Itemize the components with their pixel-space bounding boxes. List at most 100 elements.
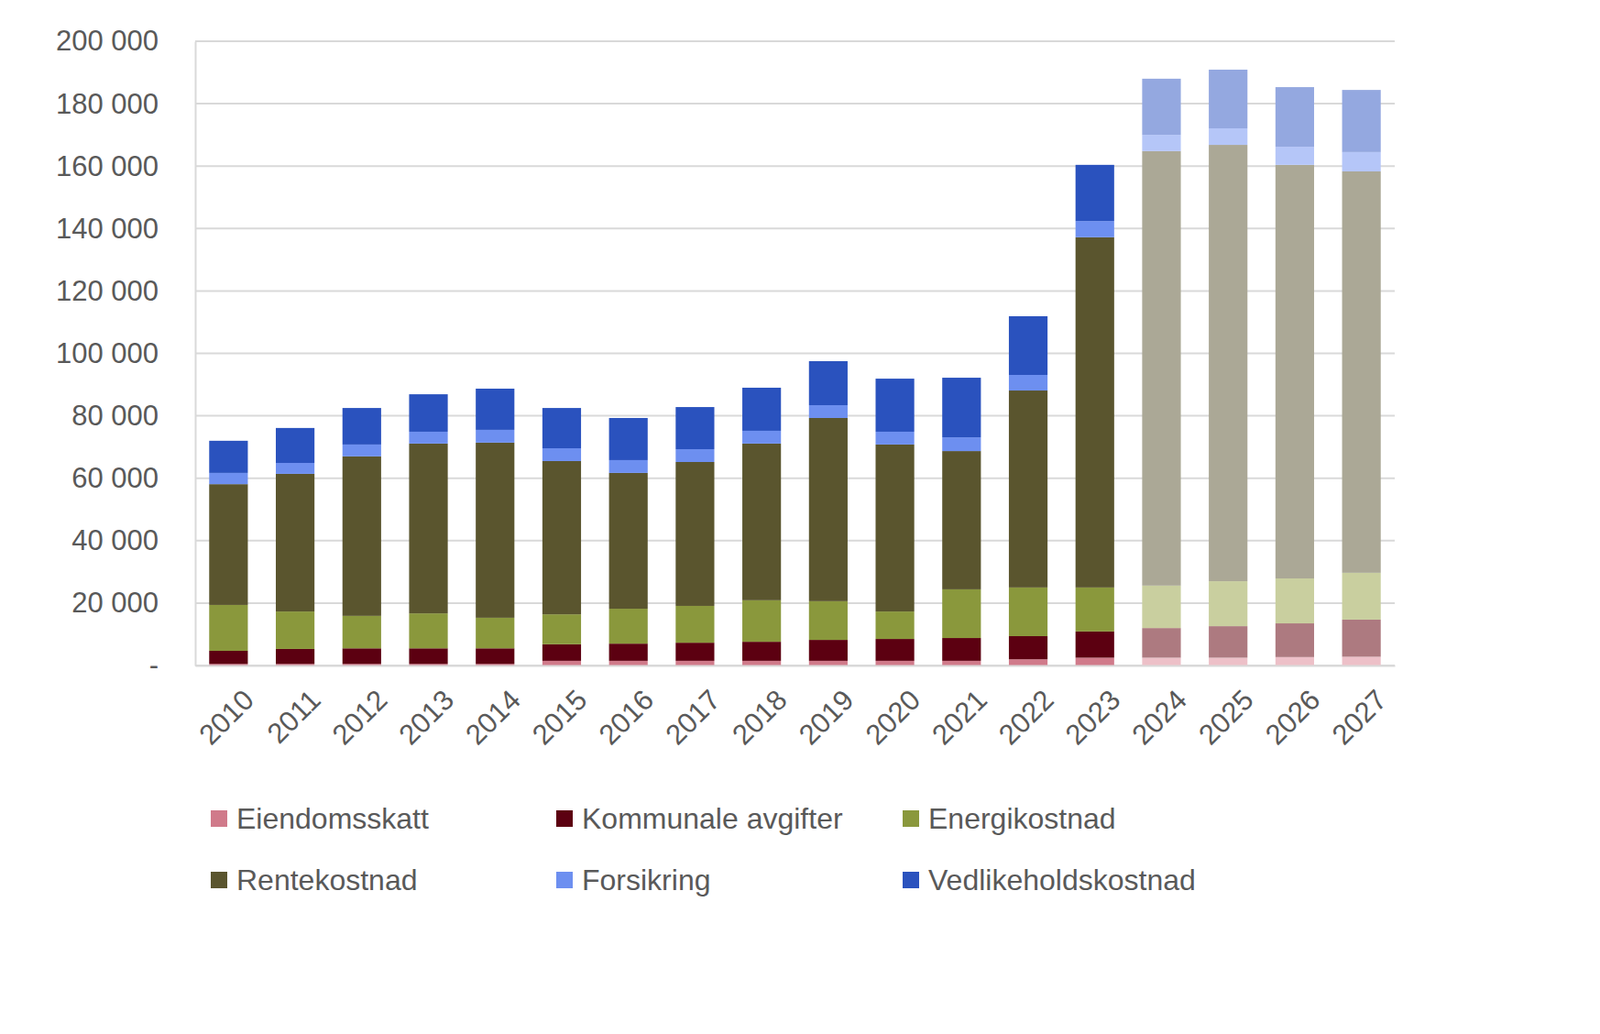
- x-tick-label: 2021: [925, 683, 994, 752]
- bar-segment: [942, 437, 981, 451]
- x-tick: 2020: [859, 665, 928, 751]
- bar-segment: [742, 387, 781, 431]
- x-tick: 2019: [792, 665, 861, 751]
- y-tick-label: 60 000: [71, 461, 159, 494]
- bar-segment: [542, 644, 581, 661]
- bar-segment: [875, 431, 914, 445]
- bar-segment: [475, 429, 515, 443]
- bar-segment: [342, 444, 382, 457]
- bar-segment: [1008, 635, 1048, 659]
- bar-segment: [1342, 656, 1381, 666]
- bar-segment: [275, 473, 315, 612]
- y-tick: 20 000: [71, 586, 196, 619]
- bar-segment: [875, 444, 914, 612]
- y-tick: 180 000: [55, 87, 196, 121]
- bar-segment: [875, 611, 914, 639]
- bar-segment: [675, 605, 714, 643]
- legend-swatch: [902, 871, 920, 888]
- x-tick-label: 2017: [658, 683, 727, 752]
- bar-segment: [208, 483, 248, 605]
- bar-segment: [1008, 587, 1048, 636]
- bar-segment: [1075, 631, 1115, 658]
- legend-swatch: [902, 810, 920, 827]
- x-tick-label: 2012: [326, 683, 395, 752]
- y-tick-label: 200 000: [55, 24, 159, 57]
- x-tick-label: 2023: [1059, 683, 1128, 752]
- bars: [208, 69, 1381, 666]
- x-tick-label: 2018: [725, 683, 794, 752]
- bar-segment: [1075, 587, 1115, 632]
- x-tick: 2011: [261, 665, 328, 750]
- bar-segment: [342, 456, 382, 616]
- x-tick: 2022: [992, 665, 1061, 751]
- bar-segment: [1208, 625, 1248, 658]
- bar-segment: [942, 660, 981, 666]
- x-tick: 2027: [1326, 665, 1394, 751]
- bar-segment: [1075, 220, 1115, 238]
- bar-segment: [1008, 390, 1048, 588]
- x-tick: 2018: [725, 665, 794, 751]
- bar-segment: [675, 642, 714, 661]
- bar-segment: [1208, 657, 1248, 666]
- bar-segment: [675, 449, 714, 462]
- x-axis: 2010201120122013201420152016201720182019…: [192, 665, 1395, 751]
- bar-segment: [1275, 164, 1315, 579]
- x-tick-label: 2013: [393, 683, 461, 752]
- x-tick: 2024: [1125, 665, 1194, 751]
- bar-segment: [342, 615, 382, 648]
- bar-segment: [1075, 237, 1115, 588]
- legend-label: Rentekostnad: [236, 863, 417, 897]
- bar-segment: [1075, 657, 1115, 666]
- bar-segment: [275, 648, 315, 664]
- x-tick: 2015: [526, 665, 594, 751]
- legend-swatch: [210, 871, 228, 888]
- bar-segment: [542, 460, 581, 614]
- bar-segment: [942, 637, 981, 661]
- bar-segment: [1008, 374, 1048, 391]
- bar-segment: [1275, 87, 1315, 147]
- bar-segment: [742, 600, 781, 642]
- x-tick-label: 2022: [992, 683, 1061, 752]
- bar-segment: [875, 638, 914, 661]
- legend-swatch: [210, 810, 228, 827]
- bar-segment: [342, 407, 382, 445]
- y-tick: -: [149, 648, 196, 681]
- x-tick-label: 2020: [859, 683, 928, 752]
- bar-segment: [1141, 627, 1181, 658]
- x-tick: 2026: [1259, 665, 1327, 751]
- legend-item: Forsikring: [556, 863, 711, 897]
- x-tick-label: 2014: [459, 683, 527, 752]
- legend-item: Kommunale avgifter: [556, 801, 844, 835]
- x-tick: 2016: [592, 665, 661, 751]
- bar-segment: [1208, 580, 1248, 626]
- x-tick: 2017: [658, 665, 727, 751]
- bar-segment: [1342, 171, 1381, 573]
- y-axis-line: [195, 42, 198, 667]
- y-axis: -20 00040 00060 00080 000100 000120 0001…: [55, 24, 197, 681]
- bar-segment: [1075, 164, 1115, 221]
- bar-segment: [208, 440, 248, 473]
- bar-segment: [942, 377, 981, 438]
- bar-segment: [809, 405, 848, 418]
- bar-segment: [1342, 152, 1381, 172]
- bar-segment: [542, 407, 581, 449]
- x-tick-label: 2010: [192, 683, 261, 752]
- legend-label: Forsikring: [581, 863, 711, 897]
- series: [208, 69, 1381, 473]
- bar-segment: [809, 601, 848, 640]
- bar-segment: [1141, 134, 1181, 152]
- bar-segment: [275, 427, 315, 463]
- plot-area: -20 00040 00060 00080 000100 000120 0001…: [55, 24, 1396, 751]
- x-tick-label: 2024: [1125, 683, 1194, 752]
- bar-segment: [809, 417, 848, 602]
- bar-segment: [742, 660, 781, 666]
- bar-segment: [1008, 658, 1048, 666]
- y-tick: 160 000: [55, 150, 196, 183]
- bar-segment: [208, 604, 248, 651]
- y-tick-label: 180 000: [55, 87, 159, 121]
- x-tick: 2010: [192, 665, 261, 751]
- bar-segment: [875, 660, 914, 666]
- bar-segment: [475, 388, 515, 430]
- x-tick: 2013: [393, 665, 461, 751]
- bar-segment: [475, 442, 515, 618]
